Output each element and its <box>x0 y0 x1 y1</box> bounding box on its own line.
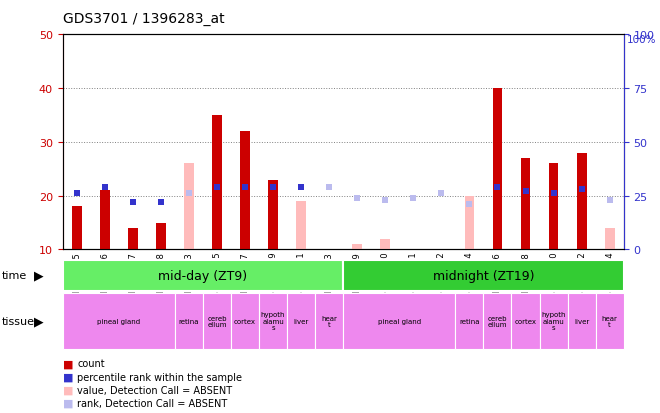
Text: ▶: ▶ <box>34 269 44 282</box>
Bar <box>548 164 558 250</box>
Text: GDS3701 / 1396283_at: GDS3701 / 1396283_at <box>63 12 224 26</box>
Text: cortex: cortex <box>234 318 256 324</box>
Bar <box>455 293 483 349</box>
Text: liver: liver <box>574 318 589 324</box>
Text: retina: retina <box>459 318 480 324</box>
Text: ■: ■ <box>63 358 73 368</box>
Text: mid-day (ZT9): mid-day (ZT9) <box>158 269 248 282</box>
Bar <box>240 132 250 250</box>
Bar <box>352 244 362 250</box>
Bar <box>287 293 315 349</box>
Bar <box>343 293 455 349</box>
Text: midnight (ZT19): midnight (ZT19) <box>433 269 534 282</box>
Bar <box>492 89 502 250</box>
Bar <box>465 196 475 250</box>
Bar <box>539 293 568 349</box>
Bar <box>595 293 624 349</box>
Bar <box>156 223 166 250</box>
Text: count: count <box>77 358 105 368</box>
Text: retina: retina <box>179 318 199 324</box>
Bar <box>521 159 531 250</box>
Bar <box>296 202 306 250</box>
Text: pineal gland: pineal gland <box>97 318 141 324</box>
Text: cereb
ellum: cereb ellum <box>207 315 227 328</box>
Text: tissue: tissue <box>2 316 35 326</box>
Bar <box>315 293 343 349</box>
Text: hear
t: hear t <box>602 315 618 328</box>
Bar <box>231 293 259 349</box>
Bar <box>63 260 343 291</box>
Text: cereb
ellum: cereb ellum <box>488 315 508 328</box>
Bar <box>343 260 624 291</box>
Text: ■: ■ <box>63 398 73 408</box>
Bar <box>605 228 614 250</box>
Bar <box>63 293 175 349</box>
Bar <box>184 164 194 250</box>
Text: 100%: 100% <box>627 35 657 45</box>
Bar <box>268 180 278 250</box>
Bar <box>203 293 231 349</box>
Text: hypoth
alamu
s: hypoth alamu s <box>541 312 566 330</box>
Bar <box>483 293 512 349</box>
Text: ▶: ▶ <box>34 315 44 328</box>
Text: rank, Detection Call = ABSENT: rank, Detection Call = ABSENT <box>77 398 228 408</box>
Bar <box>259 293 287 349</box>
Bar <box>568 293 595 349</box>
Bar <box>100 191 110 250</box>
Bar <box>212 116 222 250</box>
Text: ■: ■ <box>63 385 73 395</box>
Bar <box>128 228 138 250</box>
Bar <box>577 153 587 250</box>
Text: liver: liver <box>294 318 309 324</box>
Text: value, Detection Call = ABSENT: value, Detection Call = ABSENT <box>77 385 232 395</box>
Text: ■: ■ <box>63 372 73 382</box>
Text: time: time <box>2 271 27 281</box>
Text: hypoth
alamu
s: hypoth alamu s <box>261 312 285 330</box>
Bar <box>512 293 539 349</box>
Bar <box>380 239 390 250</box>
Bar <box>175 293 203 349</box>
Text: cortex: cortex <box>515 318 537 324</box>
Text: hear
t: hear t <box>321 315 337 328</box>
Bar <box>72 207 82 250</box>
Text: percentile rank within the sample: percentile rank within the sample <box>77 372 242 382</box>
Text: pineal gland: pineal gland <box>378 318 421 324</box>
